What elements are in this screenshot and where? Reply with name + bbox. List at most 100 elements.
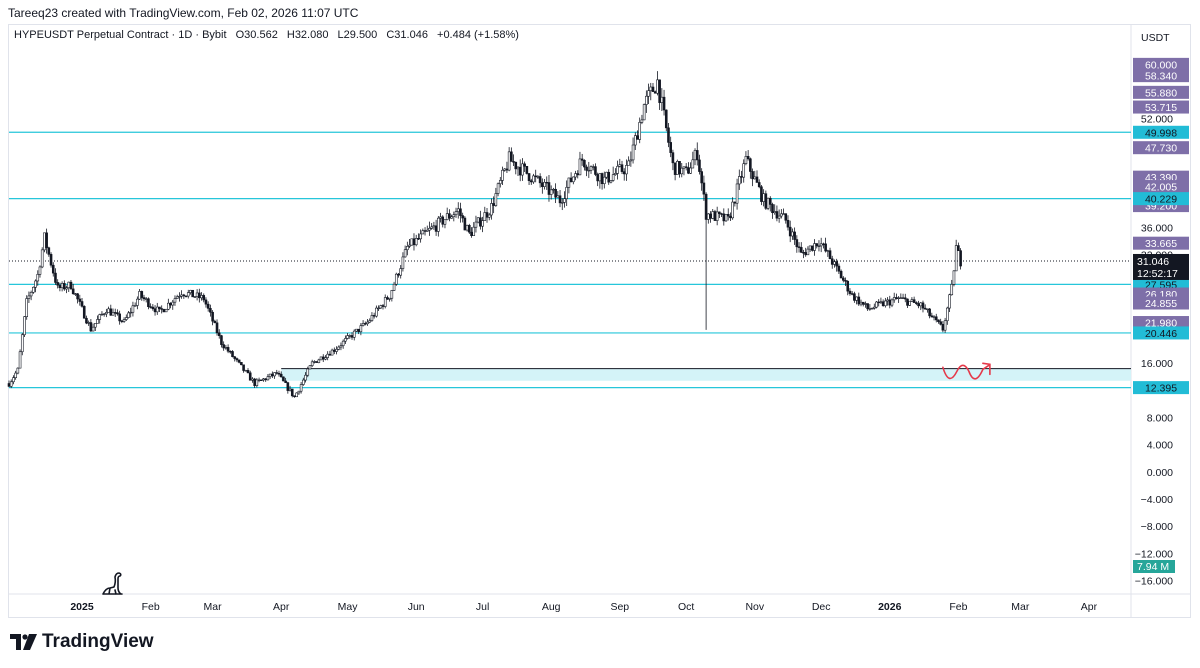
candle[interactable]	[808, 245, 812, 252]
candle[interactable]	[118, 310, 121, 325]
candle[interactable]	[691, 151, 695, 169]
candle[interactable]	[682, 166, 686, 176]
candle[interactable]	[642, 103, 646, 121]
candle[interactable]	[204, 297, 208, 308]
candle[interactable]	[348, 334, 352, 339]
candle[interactable]	[82, 305, 86, 319]
candle[interactable]	[576, 170, 580, 179]
candle[interactable]	[259, 379, 263, 381]
candle[interactable]	[337, 345, 341, 351]
candle[interactable]	[78, 294, 82, 306]
candle[interactable]	[959, 248, 962, 270]
candle[interactable]	[649, 82, 653, 101]
candle[interactable]	[359, 323, 363, 336]
candle[interactable]	[293, 395, 296, 398]
candle[interactable]	[830, 255, 834, 269]
candle[interactable]	[40, 247, 44, 269]
candle[interactable]	[98, 313, 102, 324]
candle[interactable]	[771, 202, 774, 219]
candle[interactable]	[456, 202, 460, 219]
candle[interactable]	[815, 243, 819, 249]
drawing-price-tag[interactable]: 47.730	[1133, 141, 1189, 155]
candle[interactable]	[335, 346, 338, 355]
candle[interactable]	[864, 301, 867, 308]
candle[interactable]	[253, 377, 256, 388]
candle[interactable]	[671, 149, 675, 171]
candle[interactable]	[826, 249, 830, 257]
candle[interactable]	[848, 288, 852, 296]
candle[interactable]	[744, 151, 748, 166]
candle[interactable]	[620, 160, 624, 174]
drawing-price-tag[interactable]: 33.665	[1133, 236, 1189, 251]
candle[interactable]	[713, 209, 717, 221]
candle[interactable]	[804, 247, 807, 257]
candle[interactable]	[452, 211, 456, 222]
candle[interactable]	[574, 170, 577, 181]
candle[interactable]	[941, 321, 945, 333]
candle[interactable]	[594, 163, 597, 177]
candle[interactable]	[49, 252, 53, 268]
candle[interactable]	[868, 304, 872, 311]
candle[interactable]	[578, 151, 582, 176]
candle[interactable]	[131, 301, 135, 317]
candle[interactable]	[645, 90, 648, 113]
candle[interactable]	[523, 161, 526, 172]
candle[interactable]	[200, 292, 203, 301]
candle[interactable]	[554, 183, 557, 204]
candle[interactable]	[381, 303, 385, 310]
candle[interactable]	[529, 178, 533, 185]
candle[interactable]	[56, 279, 59, 289]
candle[interactable]	[616, 160, 619, 180]
candle[interactable]	[921, 300, 925, 313]
candle[interactable]	[859, 299, 863, 307]
candle[interactable]	[401, 252, 405, 272]
candle[interactable]	[313, 360, 316, 364]
candle[interactable]	[96, 315, 99, 324]
candle[interactable]	[461, 212, 464, 223]
candle[interactable]	[51, 262, 55, 277]
candle[interactable]	[423, 227, 427, 236]
candle[interactable]	[105, 308, 108, 318]
candle[interactable]	[850, 291, 854, 296]
candle[interactable]	[399, 265, 403, 279]
level-price-tag[interactable]: 12.395	[1133, 381, 1189, 395]
candle[interactable]	[733, 201, 737, 207]
candle[interactable]	[853, 291, 856, 303]
candle[interactable]	[27, 291, 31, 303]
candle[interactable]	[434, 219, 438, 236]
candle[interactable]	[547, 174, 551, 202]
drawing-price-tag[interactable]: 53.715	[1133, 100, 1189, 115]
candle[interactable]	[220, 334, 223, 348]
candle[interactable]	[383, 294, 387, 309]
candle[interactable]	[656, 71, 659, 96]
candle[interactable]	[817, 240, 821, 252]
candle[interactable]	[782, 208, 785, 215]
candle[interactable]	[428, 221, 431, 236]
candle[interactable]	[209, 304, 212, 317]
candle[interactable]	[295, 392, 298, 398]
candle[interactable]	[162, 308, 166, 313]
candle[interactable]	[169, 302, 172, 309]
candle[interactable]	[676, 159, 679, 175]
candle[interactable]	[317, 358, 321, 364]
candle[interactable]	[695, 142, 699, 166]
candle[interactable]	[693, 148, 697, 166]
candle[interactable]	[512, 154, 515, 166]
candle[interactable]	[430, 223, 433, 230]
candle[interactable]	[414, 234, 418, 247]
candle[interactable]	[67, 281, 71, 292]
candle[interactable]	[722, 208, 726, 226]
candle[interactable]	[129, 307, 133, 318]
candle[interactable]	[224, 344, 228, 350]
candle[interactable]	[242, 364, 245, 373]
candle[interactable]	[638, 117, 642, 144]
candle[interactable]	[352, 329, 356, 341]
candle[interactable]	[609, 180, 613, 184]
candle[interactable]	[140, 290, 144, 301]
candle[interactable]	[155, 302, 159, 315]
candle[interactable]	[193, 296, 197, 298]
candle[interactable]	[919, 302, 923, 311]
candle[interactable]	[768, 196, 772, 212]
candle[interactable]	[939, 318, 942, 326]
candle[interactable]	[341, 339, 345, 349]
